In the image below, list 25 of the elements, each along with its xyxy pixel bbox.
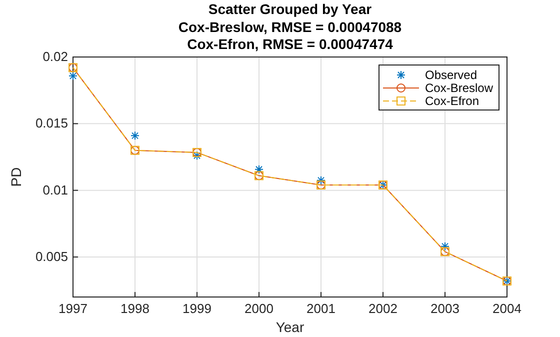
point bbox=[254, 164, 264, 174]
x-tick-label: 1997 bbox=[58, 301, 88, 316]
x-tick-label: 2001 bbox=[306, 301, 336, 316]
point bbox=[192, 151, 202, 160]
y-tick-label: 0.005 bbox=[35, 249, 68, 264]
legend-label: Cox-Efron bbox=[425, 94, 480, 108]
x-axis-title: Year bbox=[276, 319, 304, 335]
y-tick-label: 0.015 bbox=[35, 116, 68, 131]
point bbox=[130, 131, 140, 140]
x-tick-label: 2000 bbox=[244, 301, 274, 316]
legend-label: Observed bbox=[425, 68, 478, 82]
x-tick-label: 2002 bbox=[368, 301, 398, 316]
x-tick-label: 1998 bbox=[120, 301, 150, 316]
chart-title: Scatter Grouped by Year bbox=[208, 1, 372, 17]
x-tick-label: 2003 bbox=[430, 301, 460, 316]
y-tick-label: 0.02 bbox=[42, 49, 68, 64]
y-tick-label: 0.01 bbox=[42, 182, 68, 198]
point bbox=[68, 71, 78, 80]
point bbox=[316, 176, 326, 185]
x-tick-label: 2004 bbox=[492, 301, 522, 316]
x-tick-label: 1999 bbox=[182, 301, 212, 316]
chart-subtitle: Cox-Breslow, RMSE = 0.00047088 Cox-Efron, RMSE = 0.00047474 bbox=[178, 19, 402, 52]
y-axis-title: PD bbox=[8, 167, 24, 187]
legend-label: Cox-Breslow bbox=[425, 81, 494, 95]
point bbox=[440, 242, 450, 251]
